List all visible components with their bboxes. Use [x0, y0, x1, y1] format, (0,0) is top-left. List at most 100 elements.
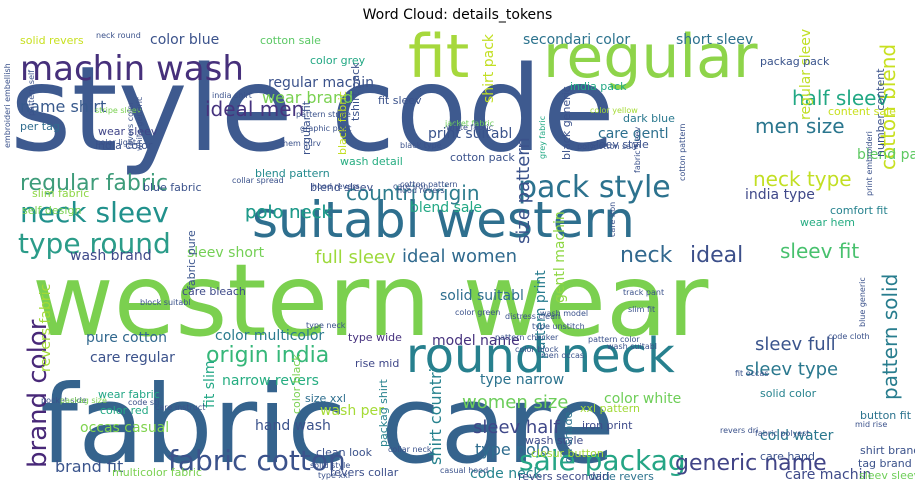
word-stripe-sleev: stripe sleev [95, 106, 142, 115]
word-sleev-half: sleev half [473, 417, 560, 438]
word-wide-revers: wide revers [590, 470, 654, 483]
word-revers-color: revers color [126, 101, 135, 149]
word-pack-style: pack style [518, 170, 671, 205]
word-tshirt-pack: tshirt pack [349, 62, 362, 121]
word-shirt-pack: shirt pack [481, 33, 497, 103]
word-care-gentl: care gentl [598, 126, 669, 142]
word-polo-neck: polo neck [245, 202, 333, 223]
word-fabric-polyest: fabric polyest [755, 429, 809, 438]
word-solid-style: solid style [310, 461, 350, 470]
word-fit: fit [408, 22, 469, 92]
word-wash-brand: wash brand [70, 248, 152, 264]
word-type-unstitch: type unstitch [532, 322, 585, 331]
word-code-neck: code neck [470, 466, 542, 482]
word-full-sleev: full sleev [315, 247, 396, 268]
word-sale-packag: sale packag [519, 444, 686, 477]
word-solid-color: solid color [760, 387, 817, 400]
word-care-machin: care machin [785, 467, 871, 483]
word-print-suitabl: print suitabl [428, 126, 512, 142]
word-sleev-full: sleev full [755, 334, 836, 355]
word-code-sti: code sti [128, 398, 159, 407]
word-rise-mid: rise mid [355, 357, 399, 370]
word-narrow-revers: narrow revers [222, 373, 319, 389]
word-brand-color: brand color [23, 319, 53, 468]
word-mid-rise: mid rise [855, 420, 887, 429]
word-sleev-sleeveless: sleev sleeveless [859, 469, 915, 482]
word-block-suitabl: block suitabl [140, 298, 191, 307]
word-neck-sleev: neck sleev [20, 196, 169, 229]
word-color-grey: color grey [310, 54, 366, 67]
word-care-regular: care regular [90, 350, 175, 366]
word-dri-shade: dri shade [562, 412, 575, 463]
word-hood-revers: hood revers [397, 186, 445, 195]
word-color-light: color light [96, 138, 136, 147]
word-wash-detail: wash detail [340, 155, 403, 168]
word-black-fabric: black fabric [336, 91, 349, 155]
word-closur-button: closur button [531, 447, 604, 460]
word-wash-suitabl: wash suitabl [607, 342, 657, 351]
word-wear-brand: wear brand [262, 88, 353, 107]
word-wash-model: wash model [540, 309, 588, 318]
word-care-hand: care hand [760, 450, 815, 463]
word-packag-size: packag size [60, 396, 107, 405]
word-type-neck: type neck [306, 321, 346, 330]
word-neck-type: neck type [753, 167, 852, 191]
word-india-color: india color [95, 139, 153, 152]
word-secondari-color: secondari color [523, 32, 630, 48]
word-graphic-print: graphic print [300, 124, 351, 133]
word-men-size: men size [755, 114, 845, 138]
word-packag-pack: packag pack [760, 55, 830, 68]
word-casual-hood: casual hood [440, 466, 488, 475]
word-comfort-fit: comfort fit [830, 204, 888, 217]
word-countri-origin: countri origin [346, 181, 480, 205]
word-fit-occas: fit occas [735, 369, 768, 378]
word-blue-generic: blue generic [858, 277, 867, 327]
word-women-size: women size [462, 392, 568, 413]
word-track-pant: track pant [623, 288, 664, 297]
word-type-round: type round [18, 227, 171, 260]
word-fabric-cotton: fabric cotton [168, 444, 346, 477]
word-revers-dri: revers dri [720, 426, 758, 435]
word-cotton-pattern: cotton pattern [400, 180, 457, 189]
word-neck: neck [620, 243, 673, 268]
word-code-cloth: code cloth [828, 332, 870, 341]
word-western-wear: western wear [32, 242, 709, 359]
word-xxl-pattern: xxl pattern [580, 402, 640, 415]
word-pattern-solid: pattern solid [878, 274, 902, 400]
word-regular: regular [543, 22, 758, 92]
word-shirt-countri: shirt countri [426, 368, 445, 465]
word-self-design: self design [22, 204, 81, 217]
word-model-name: model name [432, 333, 520, 349]
word-care-iron: care iron [608, 202, 617, 237]
word-wash-style: wash style [525, 434, 584, 447]
word-solid-revers: solid revers [20, 34, 84, 47]
word-color-red: color red [100, 404, 149, 417]
word-origin-india: origin india [206, 343, 329, 368]
word-cotton-pack: cotton pack [450, 151, 515, 164]
word-embroideri-embellish: embroideri embellish [3, 63, 12, 148]
word-size-xxl: size xxl [305, 392, 346, 405]
word-fabric-sleev: fabric sleev [633, 127, 642, 173]
word-regular-machin: regular machin [268, 75, 374, 91]
word-iron-print: iron print [582, 419, 633, 432]
word-neck-round: neck round [96, 31, 141, 40]
word-collar-neck: collar neck [388, 445, 432, 454]
word-sleev-short: sleev short [187, 245, 265, 261]
word-revers-collar: revers collar [330, 466, 399, 479]
word-care-bleach: care bleach [182, 285, 246, 298]
word-pure-cotton: pure cotton [86, 330, 167, 346]
word-collar-spread: collar spread [232, 176, 284, 185]
word-fit-slim: fit slim [202, 361, 218, 408]
word-blend-sleev: blend sleev [310, 181, 374, 194]
word-white-fabric: white fabric [446, 123, 493, 132]
chart-title: Word Cloud: details_tokens [362, 7, 553, 23]
word-wear-sleev: wear sleev [98, 125, 158, 138]
word-polo-neck: polo neck [245, 202, 333, 223]
word-pattern-checker: pattern checker [495, 333, 559, 342]
word-fit-sleev: fit sleev [378, 94, 422, 107]
word-suitabl-western: suitabl western [252, 191, 635, 249]
word-jacket-fabric: jacket fabric [444, 119, 494, 128]
word-care-iron: care iron [393, 182, 428, 191]
word-clean-look: clean look [316, 446, 373, 459]
word-name-shirt: name shirt [20, 97, 106, 116]
